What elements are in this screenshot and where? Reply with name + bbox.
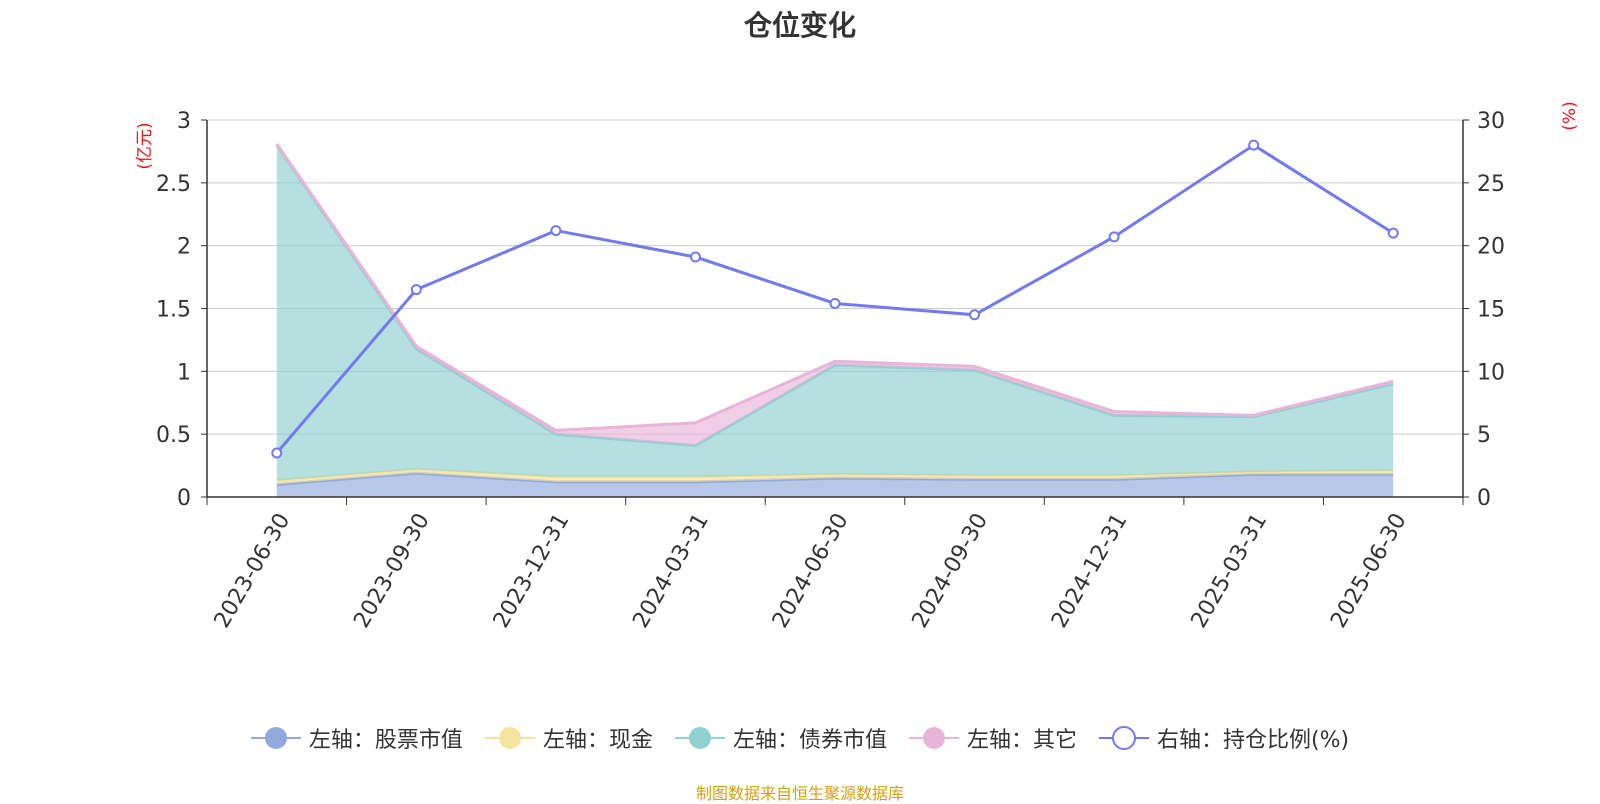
x-axis-tick-label: 2023-12-31 — [489, 509, 575, 632]
ratio-point — [689, 251, 701, 263]
right-axis-unit-label: (%) — [1560, 101, 1580, 130]
legend-item-stock[interactable]: 左轴：股票市值 — [250, 722, 463, 754]
legend-item-bond[interactable]: 左轴：债券市值 — [674, 722, 887, 754]
x-axis-tick-label: 2023-06-30 — [210, 509, 296, 632]
area-0 — [276, 473, 1394, 497]
data-source-note: 制图数据来自恒生聚源数据库 — [695, 784, 904, 803]
left-axis-tick-label: 2 — [177, 235, 191, 260]
legend-label-stock: 左轴：股票市值 — [308, 728, 463, 753]
ratio-line — [271, 139, 1399, 459]
left-axis-tick-label: 1 — [177, 360, 191, 385]
right-axis-tick-label: 30 — [1477, 109, 1505, 134]
legend-item-other[interactable]: 左轴：其它 — [908, 722, 1077, 754]
area-edge-3 — [275, 143, 1394, 432]
ratio-point — [1248, 139, 1260, 151]
area-1 — [276, 469, 1394, 485]
legend-bond-swatch-icon — [674, 727, 725, 749]
legend-item-ratio[interactable]: 右轴：持仓比例(%) — [1098, 722, 1350, 754]
x-axis-tick-label: 2024-09-30 — [908, 509, 994, 632]
ratio-point — [829, 297, 841, 309]
x-axis-tick-label: 2024-06-30 — [768, 509, 854, 632]
legend-ratio-swatch-icon — [1098, 726, 1149, 750]
legend-item-cash[interactable]: 左轴：现金 — [484, 722, 653, 754]
right-axis-tick-label: 0 — [1477, 486, 1491, 511]
x-axis-tick-label: 2024-03-31 — [628, 509, 714, 632]
ratio-point — [410, 284, 422, 296]
legend-label-ratio: 右轴：持仓比例(%) — [1156, 728, 1350, 753]
legend-label-bond: 左轴：债券市值 — [732, 728, 887, 753]
left-axis-tick-label: 0 — [177, 486, 191, 511]
left-axis-tick-label: 1.5 — [156, 298, 191, 323]
legend-label-other: 左轴：其它 — [966, 728, 1077, 753]
left-axis-tick-label: 3 — [177, 109, 191, 134]
legend-stock-swatch-icon — [250, 727, 301, 749]
x-axis-tick-label: 2025-03-31 — [1187, 509, 1273, 632]
x-axis-tick-label: 2024-12-31 — [1047, 509, 1133, 632]
ratio-point — [1108, 231, 1120, 243]
area-2 — [276, 145, 1394, 481]
chart-title: 仓位变化 — [743, 9, 856, 42]
left-axis-tick-label: 2.5 — [156, 172, 191, 197]
ratio-point — [271, 447, 283, 459]
stacked-areas — [275, 143, 1394, 497]
ratio-point — [1387, 227, 1399, 239]
right-axis-tick-label: 20 — [1477, 235, 1505, 260]
right-axis-tick-label: 15 — [1477, 298, 1505, 323]
legend: 左轴：股票市值 左轴：现金 左轴：债券市值 左轴：其它 右轴：持仓比例(%) — [0, 722, 1600, 754]
right-axis-tick-label: 25 — [1477, 172, 1505, 197]
left-axis-unit-label: (亿元) — [135, 122, 155, 169]
ratio-point — [969, 309, 981, 321]
legend-label-cash: 左轴：现金 — [542, 728, 653, 753]
legend-other-swatch-icon — [908, 727, 959, 749]
x-axis-tick-label: 2025-06-30 — [1326, 509, 1412, 632]
ratio-point — [550, 225, 562, 237]
left-axis-tick-label: 0.5 — [156, 423, 191, 448]
legend-cash-swatch-icon — [484, 727, 535, 749]
right-axis-tick-label: 5 — [1477, 423, 1491, 448]
x-axis-tick-label: 2023-09-30 — [349, 509, 435, 632]
right-axis-tick-label: 10 — [1477, 360, 1505, 385]
